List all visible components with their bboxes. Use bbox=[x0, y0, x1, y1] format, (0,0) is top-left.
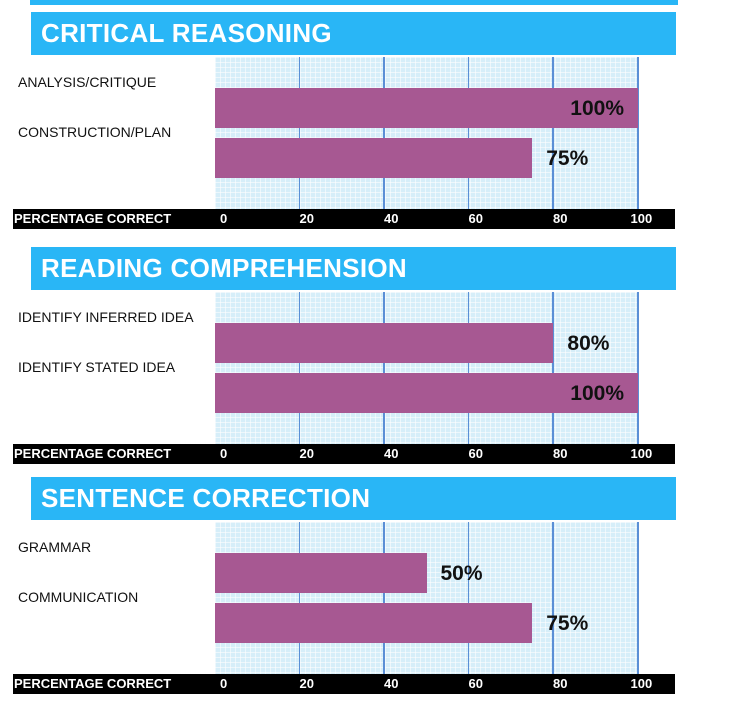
gridline bbox=[383, 57, 385, 209]
chart-section: SENTENCE CORRECTION 50% 75% GRAMMAR COMMUNIC… bbox=[0, 477, 740, 707]
tick-label: 80 bbox=[553, 211, 568, 226]
plot-area: 100% 75% bbox=[215, 57, 639, 209]
category-label: IDENTIFY STATED IDEA bbox=[18, 359, 176, 375]
tick-label: 0 bbox=[220, 211, 228, 226]
tick-label: 0 bbox=[220, 676, 228, 691]
bar bbox=[215, 138, 533, 178]
bar-value-label: 50% bbox=[440, 562, 483, 585]
tick-label: 100 bbox=[630, 676, 653, 691]
category-label: IDENTIFY INFERRED IDEA bbox=[18, 309, 194, 325]
tick-label: 60 bbox=[468, 446, 483, 461]
bar bbox=[215, 553, 427, 593]
category-label: GRAMMAR bbox=[18, 539, 92, 555]
tick-label: 60 bbox=[468, 211, 483, 226]
x-axis: PERCENTAGE CORRECT 0 20 40 60 80 100 bbox=[13, 209, 675, 229]
bar bbox=[215, 373, 638, 413]
x-axis: PERCENTAGE CORRECT 0 20 40 60 80 100 bbox=[13, 444, 675, 464]
bar-value-label: 75% bbox=[546, 612, 589, 635]
gridline bbox=[552, 522, 554, 674]
tick-label: 40 bbox=[384, 676, 399, 691]
bar bbox=[215, 88, 638, 128]
tick-label: 100 bbox=[630, 446, 653, 461]
bar bbox=[215, 603, 533, 643]
axis-title: PERCENTAGE CORRECT bbox=[14, 676, 172, 691]
section-title: SENTENCE CORRECTION bbox=[31, 477, 676, 520]
section-title: CRITICAL REASONING bbox=[31, 12, 676, 55]
section-title: READING COMPREHENSION bbox=[31, 247, 676, 290]
tick-label: 100 bbox=[630, 211, 653, 226]
gridline bbox=[383, 522, 385, 674]
tick-label: 40 bbox=[384, 446, 399, 461]
gridline bbox=[298, 57, 301, 209]
chart-section: READING COMPREHENSION 80% 100% IDENTIFY INF… bbox=[0, 247, 740, 477]
gridline bbox=[467, 292, 470, 444]
category-label: CONSTRUCTION/PLAN bbox=[18, 124, 172, 140]
tick-label: 40 bbox=[384, 211, 399, 226]
tick-label: 80 bbox=[553, 446, 568, 461]
gridline bbox=[298, 522, 301, 674]
tick-label: 60 bbox=[468, 676, 483, 691]
bar bbox=[215, 323, 554, 363]
tick-label: 80 bbox=[553, 676, 568, 691]
tick-label: 20 bbox=[299, 676, 314, 691]
tick-label: 0 bbox=[220, 446, 228, 461]
plot-area: 50% 75% bbox=[215, 522, 639, 674]
bar-value-label: 100% bbox=[570, 382, 624, 405]
x-axis: PERCENTAGE CORRECT 0 20 40 60 80 100 bbox=[13, 674, 675, 694]
axis-title: PERCENTAGE CORRECT bbox=[14, 211, 172, 226]
tick-label: 20 bbox=[299, 211, 314, 226]
plot-area: 80% 100% bbox=[215, 292, 639, 444]
chart-section: CRITICAL REASONING 100% 75% ANALYSIS/CRITIQ… bbox=[0, 12, 740, 242]
gridline bbox=[637, 522, 639, 674]
bar-value-label: 100% bbox=[570, 97, 624, 120]
gridline bbox=[637, 292, 639, 444]
top-accent-bar bbox=[30, 0, 678, 5]
gridline bbox=[552, 57, 554, 209]
tick-label: 20 bbox=[299, 446, 314, 461]
gridline bbox=[552, 292, 554, 444]
axis-title: PERCENTAGE CORRECT bbox=[14, 446, 172, 461]
bar-value-label: 80% bbox=[567, 332, 610, 355]
gridline bbox=[467, 57, 470, 209]
gridline bbox=[467, 522, 470, 674]
gridline bbox=[298, 292, 301, 444]
gridline bbox=[383, 292, 385, 444]
gridline bbox=[637, 57, 639, 209]
category-label: COMMUNICATION bbox=[18, 589, 139, 605]
bar-value-label: 75% bbox=[546, 147, 589, 170]
category-label: ANALYSIS/CRITIQUE bbox=[18, 74, 157, 90]
